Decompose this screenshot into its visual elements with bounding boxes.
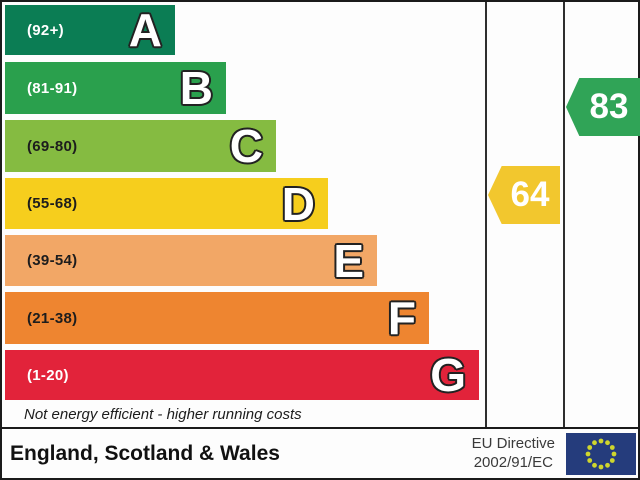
band-range-label: (21-38) <box>27 309 78 327</box>
region-label: England, Scotland & Wales <box>10 441 280 465</box>
eu-directive-label: EU Directive 2002/91/EC <box>472 435 555 473</box>
band-range-label: (69-80) <box>27 137 78 155</box>
band-bar-E: (39-54) E <box>5 235 377 286</box>
band-bar-B: (81-91) B <box>5 62 226 114</box>
band-letter: D <box>281 177 315 230</box>
band-letter: A <box>128 4 162 56</box>
potential-rating-value: 83 <box>589 87 629 126</box>
band-bar-F: (21-38) F <box>5 292 429 344</box>
band-letter: C <box>229 120 263 172</box>
eu-directive-line1: EU Directive <box>471 434 555 452</box>
band-range-label: (81-91) <box>27 79 78 97</box>
potential-rating-marker: 83 <box>566 78 640 136</box>
chart-area: (92+) A (81-91) B (69-80) C (55-68) D (39-54) E (2… <box>0 0 640 429</box>
band-letter: F <box>387 292 416 344</box>
eu-flag-icon <box>566 432 636 475</box>
current-column-divider <box>485 2 487 429</box>
potential-column-divider <box>563 2 565 429</box>
band-range-label: (55-68) <box>27 195 78 212</box>
footer-bar: England, Scotland & Wales EU Directive 2… <box>0 427 640 480</box>
band-bar-D: (55-68) D <box>5 178 328 229</box>
band-range-label: (39-54) <box>27 252 78 269</box>
band-range-label: (92+) <box>27 21 64 39</box>
band-letter: E <box>333 234 364 287</box>
band-bar-A: (92+) A <box>5 5 175 55</box>
band-letter: B <box>179 62 213 114</box>
band-letter: G <box>430 349 466 401</box>
band-range-label: (1-20) <box>27 366 69 384</box>
efficiency-note: Not energy efficient - higher running co… <box>24 406 302 423</box>
eu-directive-line2: 2002/91/EC <box>473 453 553 471</box>
band-bar-G: (1-20) G <box>5 350 479 400</box>
current-rating-marker: 64 <box>488 166 560 224</box>
band-bars: (92+) A (81-91) B (69-80) C (55-68) D (39-54) E (2… <box>2 2 485 429</box>
current-rating-value: 64 <box>510 175 550 214</box>
band-bar-C: (69-80) C <box>5 120 276 172</box>
